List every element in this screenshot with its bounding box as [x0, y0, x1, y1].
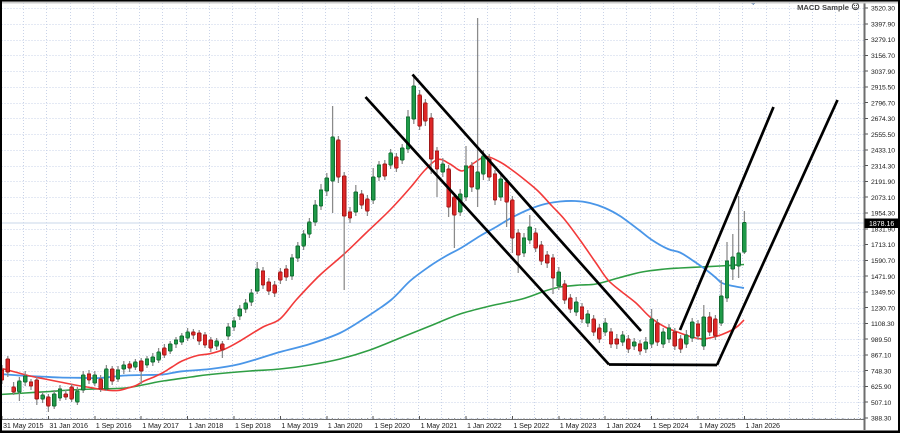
- svg-text:31 May 2015: 31 May 2015: [3, 421, 44, 430]
- svg-text:1 May 2021: 1 May 2021: [421, 421, 458, 430]
- svg-text:1954.30: 1954.30: [871, 211, 895, 218]
- svg-text:3279.10: 3279.10: [871, 37, 895, 44]
- svg-text:3156.70: 3156.70: [871, 53, 895, 60]
- svg-text:3037.90: 3037.90: [871, 69, 895, 76]
- svg-text:1 Sep 2024: 1 Sep 2024: [653, 421, 689, 430]
- svg-text:1 May 2019: 1 May 2019: [281, 421, 318, 430]
- svg-text:2555.50: 2555.50: [871, 132, 895, 139]
- svg-text:2433.10: 2433.10: [871, 148, 895, 155]
- svg-text:867.10: 867.10: [871, 353, 892, 360]
- svg-text:1 Jan 2018: 1 Jan 2018: [189, 421, 224, 430]
- svg-text:31 Jan 2016: 31 Jan 2016: [49, 421, 88, 430]
- svg-text:1713.10: 1713.10: [871, 242, 895, 249]
- svg-text:748.30: 748.30: [871, 368, 892, 375]
- svg-text:1471.90: 1471.90: [871, 274, 895, 281]
- svg-text:3397.90: 3397.90: [871, 22, 895, 29]
- svg-text:1590.70: 1590.70: [871, 258, 895, 265]
- svg-text:1 Jan 2020: 1 Jan 2020: [328, 421, 363, 430]
- svg-text:1 Sep 2018: 1 Sep 2018: [235, 421, 271, 430]
- svg-text:3520.30: 3520.30: [871, 6, 895, 13]
- svg-text:1 Sep 2022: 1 Sep 2022: [513, 421, 549, 430]
- svg-text:2915.50: 2915.50: [871, 85, 895, 92]
- svg-text:1831.90: 1831.90: [871, 227, 895, 234]
- svg-text:2073.10: 2073.10: [871, 195, 895, 202]
- svg-text:1 May 2025: 1 May 2025: [699, 421, 736, 430]
- svg-text:MACD Sample: MACD Sample: [797, 3, 849, 12]
- svg-text:388.30: 388.30: [871, 416, 892, 423]
- svg-text:2314.30: 2314.30: [871, 163, 895, 170]
- svg-text:2796.70: 2796.70: [871, 100, 895, 107]
- svg-text:1349.50: 1349.50: [871, 290, 895, 297]
- svg-text:1 Jan 2022: 1 Jan 2022: [467, 421, 502, 430]
- svg-text:989.50: 989.50: [871, 337, 892, 344]
- svg-text:625.90: 625.90: [871, 384, 892, 391]
- svg-text:1230.70: 1230.70: [871, 305, 895, 312]
- svg-text:507.10: 507.10: [871, 400, 892, 407]
- svg-text:1878.16: 1878.16: [869, 221, 894, 228]
- svg-text:1 Jan 2026: 1 Jan 2026: [745, 421, 780, 430]
- svg-text:1 Sep 2020: 1 Sep 2020: [374, 421, 410, 430]
- svg-text:1108.30: 1108.30: [871, 321, 895, 328]
- svg-text:1 May 2023: 1 May 2023: [560, 421, 597, 430]
- svg-text:1 May 2017: 1 May 2017: [142, 421, 179, 430]
- svg-text:2191.90: 2191.90: [871, 179, 895, 186]
- svg-text:1 Jan 2024: 1 Jan 2024: [606, 421, 641, 430]
- svg-text:1 Sep 2016: 1 Sep 2016: [96, 421, 132, 430]
- svg-text:2674.30: 2674.30: [871, 116, 895, 123]
